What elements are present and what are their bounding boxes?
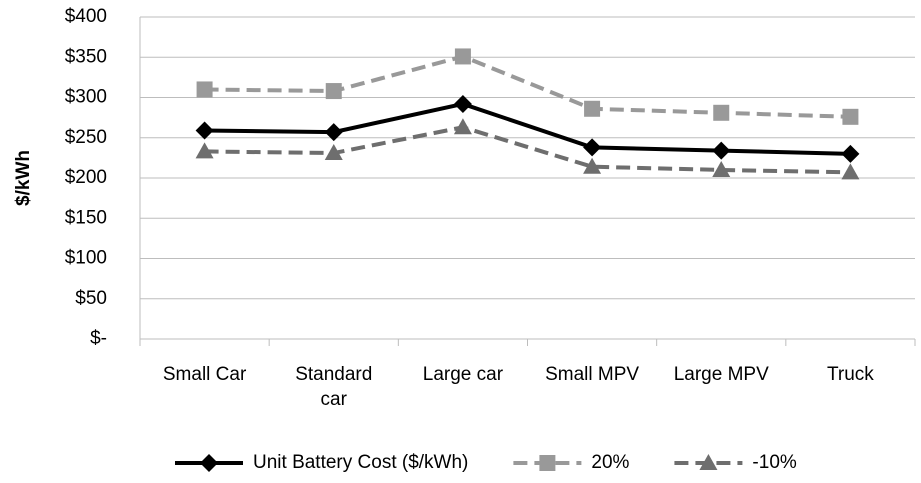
- marker: [712, 160, 731, 177]
- x-tick-label: Large MPV: [673, 364, 769, 385]
- y-tick-label: $250: [65, 127, 107, 148]
- marker: [196, 81, 213, 98]
- y-tick-label: $400: [65, 6, 107, 27]
- legend-label: -10%: [752, 452, 796, 473]
- marker: [324, 123, 343, 142]
- marker: [195, 142, 214, 159]
- marker: [325, 83, 342, 100]
- marker: [324, 144, 343, 161]
- x-tick-label: Standard car: [295, 364, 373, 410]
- marker: [584, 100, 601, 117]
- marker: [699, 454, 718, 470]
- y-axis-label: $/kWh: [13, 150, 34, 206]
- marker: [712, 141, 731, 160]
- marker: [453, 118, 472, 135]
- x-tick-label: Large car: [422, 364, 504, 385]
- y-tick-label: $50: [75, 288, 107, 309]
- y-tick-label: $350: [65, 46, 107, 67]
- marker: [842, 108, 859, 125]
- legend-label: 20%: [591, 452, 629, 473]
- x-tick-label: Truck: [827, 364, 874, 385]
- series-line: [204, 101, 851, 156]
- marker: [583, 138, 602, 157]
- y-tick-label: $100: [65, 248, 107, 269]
- marker: [453, 94, 472, 113]
- y-tick-label: $200: [65, 167, 107, 188]
- marker: [841, 144, 860, 163]
- marker: [454, 48, 471, 65]
- y-tick-label: $150: [65, 207, 107, 228]
- marker: [841, 163, 860, 180]
- marker: [713, 104, 730, 121]
- marker: [583, 157, 602, 174]
- marker: [195, 121, 214, 140]
- y-tick-label: $-: [90, 328, 107, 349]
- x-tick-label: Small MPV: [545, 364, 640, 385]
- series-line: [204, 54, 851, 119]
- x-tick-label: Small Car: [162, 364, 247, 385]
- legend-label: Unit Battery Cost ($/kWh): [253, 452, 468, 473]
- marker: [200, 454, 218, 472]
- y-tick-label: $300: [65, 87, 107, 108]
- marker: [539, 455, 556, 471]
- series-line: [204, 125, 851, 175]
